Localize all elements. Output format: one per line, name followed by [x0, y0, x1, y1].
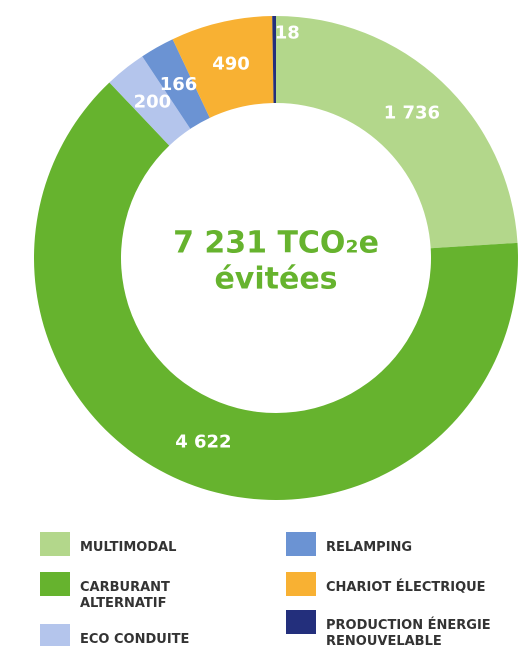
- center-sublabel: évitées: [214, 262, 337, 297]
- value-label: 166: [160, 74, 198, 95]
- legend-label: RELAMPING: [326, 540, 413, 555]
- slice: [142, 39, 210, 129]
- legend-label: PRODUCTION ÉNERGIE RENOUVELABLE: [326, 618, 491, 646]
- value-label: 490: [212, 54, 250, 75]
- legend-swatch: [286, 532, 316, 556]
- slice: [34, 82, 519, 500]
- legend-swatch: [40, 572, 70, 596]
- legend-item: ECO CONDUITE: [40, 624, 210, 646]
- legend-swatch: [40, 532, 70, 556]
- legend-label: MULTIMODAL: [80, 540, 177, 555]
- slice: [172, 16, 274, 118]
- slice: [272, 16, 276, 104]
- value-label: 18: [275, 22, 300, 43]
- legend-item: RELAMPING: [286, 532, 516, 556]
- legend-swatch: [286, 572, 316, 596]
- value-label: 4 622: [175, 432, 231, 453]
- legend-label: ECO CONDUITE: [80, 632, 190, 646]
- legend-item: CARBURANT ALTERNATIF: [40, 572, 210, 612]
- legend-swatch: [286, 610, 316, 634]
- legend-swatch: [40, 624, 70, 646]
- center-label: 7 231 TCO₂e: [173, 226, 379, 261]
- legend-item: PRODUCTION ÉNERGIE RENOUVELABLE: [286, 610, 516, 646]
- legend-label: CHARIOT ÉLECTRIQUE: [326, 580, 486, 595]
- value-label: 1 736: [384, 102, 440, 123]
- value-label: 200: [134, 92, 172, 113]
- slice: [276, 16, 518, 249]
- slice: [109, 56, 191, 146]
- legend-item: CHARIOT ÉLECTRIQUE: [286, 572, 516, 596]
- legend-item: MULTIMODAL: [40, 532, 210, 556]
- legend-label: CARBURANT ALTERNATIF: [80, 580, 170, 611]
